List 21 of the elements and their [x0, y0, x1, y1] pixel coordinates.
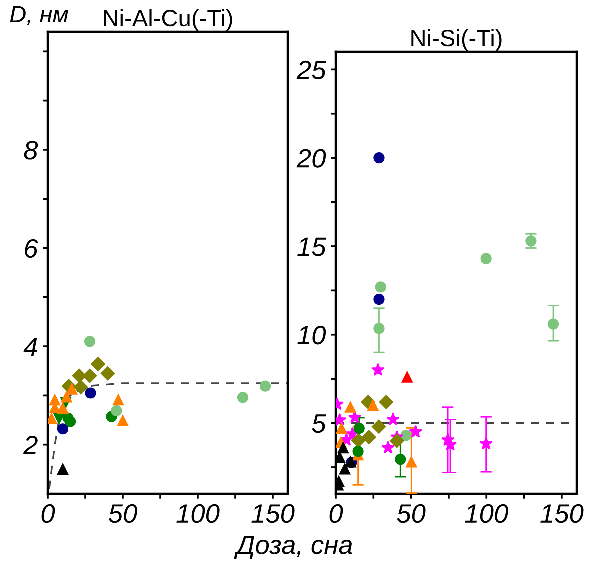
x-tick-label: 50 [108, 504, 138, 524]
x-tick-label: 0 [42, 504, 56, 524]
x-axis-title: Доза, сна [234, 536, 352, 560]
x-tick-label: 100 [176, 504, 220, 524]
y-tick-label: 8 [24, 141, 38, 160]
y-tick-label: 10 [298, 326, 326, 345]
x-tick-label: 150 [252, 504, 295, 524]
y-tick-label: 4 [24, 338, 38, 356]
y-tick-label: 25 [296, 60, 326, 80]
chart-title: Ni-Si(-Ti) [412, 29, 502, 52]
y-tick-label: 2 [23, 436, 38, 454]
y-tick-label: 20 [296, 149, 326, 168]
chart-title: Ni-Al-Cu(-Ti) [104, 9, 232, 32]
x-tick-label: 0 [330, 504, 344, 524]
y-tick-label: 5 [312, 414, 326, 434]
x-tick-label: 150 [540, 504, 584, 524]
y-tick-label: 15 [298, 238, 326, 256]
x-tick-label: 50 [397, 504, 426, 524]
x-tick-label: 100 [465, 504, 508, 524]
y-tick-label: 6 [25, 239, 38, 258]
y-axis-title: D, нм [10, 6, 68, 26]
